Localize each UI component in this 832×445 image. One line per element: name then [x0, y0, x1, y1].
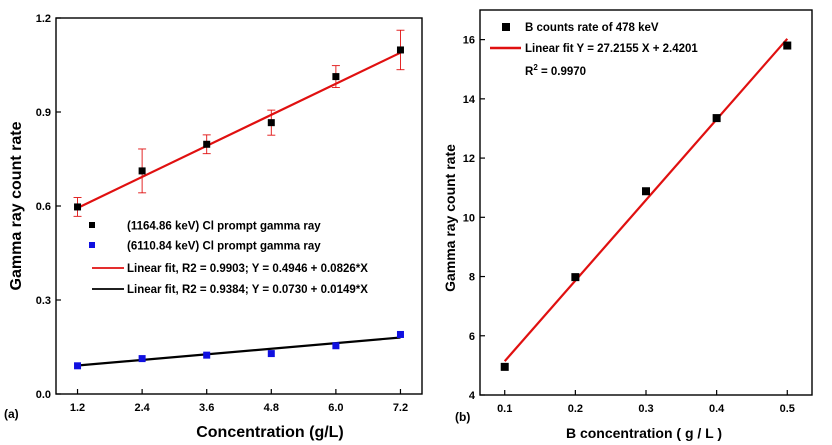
- x-tick-label: 3.6: [199, 402, 214, 414]
- panel-b-legend: B counts rate of 478 keV Linear fit Y = …: [490, 22, 698, 78]
- x-tick-label: 0.1: [497, 403, 512, 415]
- data-point: [74, 203, 82, 211]
- data-point: [712, 114, 721, 123]
- y-tick-label: 0.0: [36, 389, 51, 401]
- y-tick-label: 0.3: [36, 295, 51, 307]
- legend-marker-black-square: [89, 222, 95, 228]
- x-tick-label: 6.0: [328, 402, 343, 414]
- panel-b-y-axis-title: Gamma ray count rate: [442, 144, 458, 292]
- y-tick-label: 10: [463, 212, 475, 224]
- y-tick-label: 0.6: [36, 201, 51, 213]
- data-point: [396, 46, 404, 54]
- panel-a-fit-lines: [77, 51, 401, 367]
- y-tick-label: 8: [469, 272, 475, 284]
- data-point: [571, 273, 580, 282]
- panel-b-data-points: [500, 41, 792, 371]
- x-tick-label: 0.2: [568, 403, 583, 415]
- data-point: [332, 73, 340, 81]
- data-point: [138, 167, 146, 175]
- x-tick-label: 0.3: [638, 403, 653, 415]
- y-tick-label: 4: [469, 390, 476, 402]
- x-tick-label: 4.8: [264, 402, 279, 414]
- panel-a-data-points: [73, 29, 405, 370]
- y-tick-label: 6: [469, 331, 475, 343]
- data-point: [138, 355, 146, 363]
- r-squared-annotation: R2 = 0.9970: [525, 63, 586, 78]
- x-tick-label: 0.4: [709, 403, 725, 415]
- data-point: [203, 351, 211, 359]
- data-point: [267, 350, 275, 358]
- panel-b-fit-lines: [503, 38, 789, 362]
- panel-a-y-axis-title: Gamma ray count rate: [8, 121, 25, 290]
- r-squared-r: R: [525, 66, 534, 78]
- data-point: [500, 362, 509, 371]
- x-tick-label: 2.4: [134, 402, 150, 414]
- data-point: [203, 140, 211, 148]
- data-point: [267, 119, 275, 127]
- r-squared-value: = 0.9970: [538, 66, 586, 78]
- panel-a-tag: (a): [4, 407, 19, 421]
- legend-label-series-2: (6110.84 keV) Cl prompt gamma ray: [127, 241, 321, 253]
- x-tick-label: 0.5: [780, 403, 795, 415]
- panel-b-x-axis-title: B concentration ( g / L ): [566, 425, 722, 441]
- r-squared-superscript: 2: [533, 63, 538, 72]
- legend-label-fit-2: Linear fit, R2 = 0.9384; Y = 0.0730 + 0.…: [127, 284, 368, 296]
- data-point: [332, 342, 340, 350]
- data-point: [396, 330, 404, 338]
- legend-marker-black-square: [502, 23, 510, 31]
- data-point: [642, 187, 650, 196]
- panel-a-x-axis-title: Concentration (g/L): [196, 424, 344, 441]
- panel-a-x-ticks: 1.2 2.4 3.6 4.8 6.0 7.2: [70, 389, 408, 414]
- legend-marker-blue-square: [89, 242, 95, 248]
- panel-a-y-ticks: 0.0 0.3 0.6 0.9 1.2: [36, 13, 61, 401]
- legend-label-b-series: B counts rate of 478 keV: [525, 22, 659, 34]
- fit-line: [77, 51, 401, 209]
- panel-b-tag: (b): [455, 410, 470, 424]
- panel-a-legend: (1164.86 keV) Cl prompt gamma ray (6110.…: [89, 221, 368, 296]
- fit-line: [77, 336, 401, 367]
- panel-b-x-ticks: 0.1 0.2 0.3 0.4 0.5: [497, 390, 795, 415]
- data-point: [783, 41, 792, 50]
- y-tick-label: 0.9: [36, 107, 51, 119]
- panel-b-y-ticks: 4 6 8 10 12 14 16: [463, 35, 485, 402]
- legend-label-b-fit: Linear fit Y = 27.2155 X + 2.4201: [525, 43, 698, 55]
- panel-a-plot-frame: [55, 17, 423, 395]
- data-point: [74, 362, 82, 370]
- legend-label-series-1: (1164.86 keV) Cl prompt gamma ray: [127, 221, 321, 233]
- panel-b: 4 6 8 10 12 14 16 0.1 0.2 0.3 0.4 0.5 B counts rat…: [442, 9, 813, 441]
- y-tick-label: 16: [463, 35, 475, 47]
- y-tick-label: 12: [463, 153, 475, 165]
- panel-a: 0.0 0.3 0.6 0.9 1.2 1.2 2.4 3.6 4.8 6.0 7.2 (1164…: [4, 13, 423, 441]
- x-tick-label: 1.2: [70, 402, 85, 414]
- x-tick-label: 7.2: [393, 402, 408, 414]
- fit-line: [503, 38, 789, 362]
- y-tick-label: 1.2: [36, 13, 51, 25]
- legend-label-fit-1: Linear fit, R2 = 0.9903; Y = 0.4946 + 0.…: [127, 263, 368, 275]
- y-tick-label: 14: [463, 94, 476, 106]
